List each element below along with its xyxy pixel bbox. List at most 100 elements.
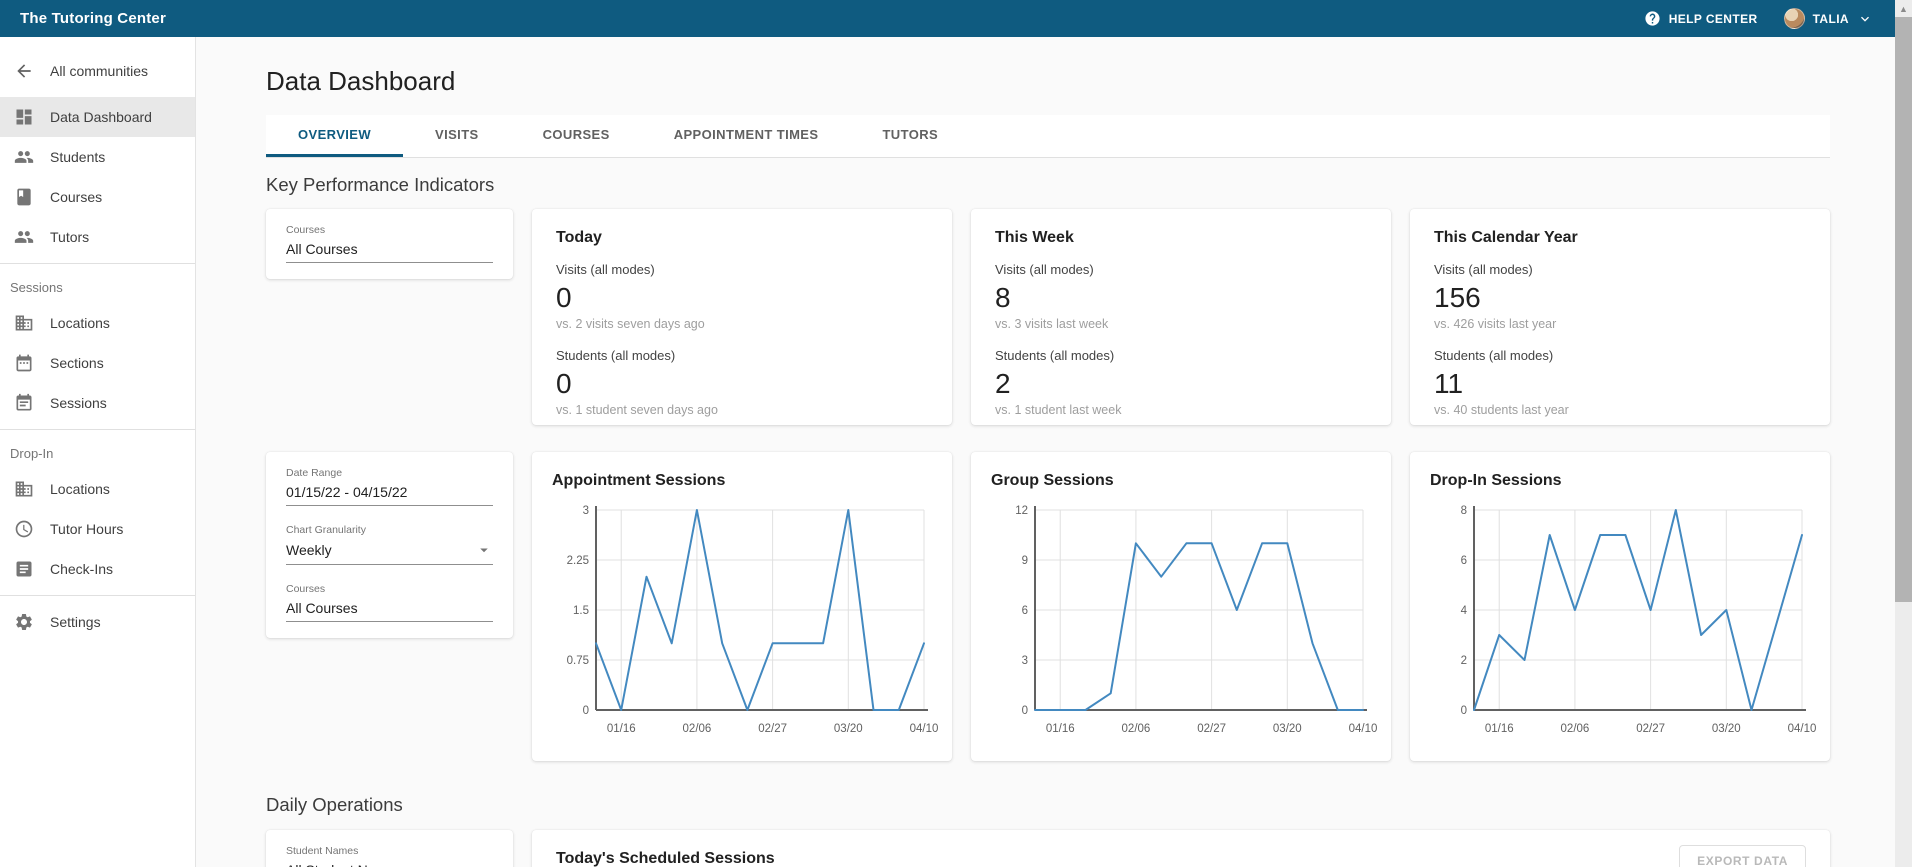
tab-overview[interactable]: OVERVIEW bbox=[266, 115, 403, 157]
daily-filter-card: Student Names All Student Names bbox=[266, 830, 513, 867]
kpi-metric: Students (all modes) 11 vs. 40 students … bbox=[1434, 348, 1806, 417]
tab-courses[interactable]: COURSES bbox=[511, 115, 642, 157]
svg-text:03/20: 03/20 bbox=[1273, 723, 1302, 735]
metric-compare: vs. 1 student last week bbox=[995, 403, 1367, 417]
dropdown-arrow-icon bbox=[475, 541, 493, 559]
scrollbar-up-arrow-icon[interactable]: ▲ bbox=[1895, 0, 1912, 17]
metric-value: 8 bbox=[995, 282, 1367, 313]
chart-title: Appointment Sessions bbox=[552, 472, 932, 490]
svg-text:4: 4 bbox=[1461, 605, 1468, 617]
sidebar-item-label: Tutor Hours bbox=[50, 521, 123, 537]
svg-text:0: 0 bbox=[1022, 705, 1028, 717]
tab-visits[interactable]: VISITS bbox=[403, 115, 511, 157]
svg-text:01/16: 01/16 bbox=[1046, 723, 1075, 735]
svg-text:0.75: 0.75 bbox=[567, 655, 589, 667]
building-icon bbox=[14, 479, 34, 499]
field-label: Date Range bbox=[286, 467, 493, 479]
vertical-scrollbar[interactable]: ▲ bbox=[1895, 0, 1912, 867]
metric-label: Students (all modes) bbox=[556, 348, 928, 363]
sidebar-item-data-dashboard[interactable]: Data Dashboard bbox=[0, 97, 195, 137]
sidebar-item-courses[interactable]: Courses bbox=[0, 177, 195, 217]
chart-granularity-select[interactable]: Chart Granularity Weekly bbox=[286, 524, 493, 565]
svg-text:3: 3 bbox=[1022, 655, 1028, 667]
sidebar-section-sessions: Sessions bbox=[0, 270, 195, 303]
user-name: TALIA bbox=[1813, 12, 1849, 26]
topbar: The Tutoring Center HELP CENTER TALIA bbox=[0, 0, 1895, 37]
arrow-back-icon bbox=[14, 61, 34, 81]
sidebar-item-label: All communities bbox=[50, 63, 148, 79]
svg-text:6: 6 bbox=[1022, 605, 1028, 617]
dashboard-icon bbox=[14, 107, 34, 127]
sidebar-back-all-communities[interactable]: All communities bbox=[0, 49, 195, 93]
field-value: All Student Names bbox=[286, 862, 402, 867]
chevron-down-icon bbox=[1857, 11, 1873, 27]
export-data-button[interactable]: EXPORT DATA bbox=[1679, 845, 1806, 867]
svg-text:04/10: 04/10 bbox=[1788, 723, 1817, 735]
drop-in-sessions-line-chart: 01/1602/0602/2703/2004/1002468 bbox=[1430, 500, 1808, 745]
svg-text:01/16: 01/16 bbox=[1485, 723, 1514, 735]
sidebar-section-drop-in: Drop-In bbox=[0, 436, 195, 469]
sidebar-item-label: Data Dashboard bbox=[50, 109, 152, 125]
sidebar-item-students[interactable]: Students bbox=[0, 137, 195, 177]
book-icon bbox=[14, 187, 34, 207]
drop-in-sessions-chart-card: Drop-In Sessions 01/1602/0602/2703/2004/… bbox=[1410, 452, 1830, 761]
main-content: Data Dashboard OVERVIEW VISITS COURSES A… bbox=[196, 37, 1895, 867]
kpi-card-title: This Calendar Year bbox=[1434, 229, 1806, 247]
kpi-card-title: Today bbox=[556, 229, 928, 247]
building-icon bbox=[14, 313, 34, 333]
help-icon bbox=[1644, 10, 1661, 27]
sidebar-item-label: Locations bbox=[50, 315, 110, 331]
metric-compare: vs. 426 visits last year bbox=[1434, 317, 1806, 331]
kpi-metric: Students (all modes) 0 vs. 1 student sev… bbox=[556, 348, 928, 417]
svg-text:03/20: 03/20 bbox=[834, 723, 863, 735]
date-range-field[interactable]: Date Range 01/15/22 - 04/15/22 bbox=[286, 467, 493, 506]
tab-bar: OVERVIEW VISITS COURSES APPOINTMENT TIME… bbox=[266, 115, 1830, 158]
kpi-card-this-week: This Week Visits (all modes) 8 vs. 3 vis… bbox=[971, 209, 1391, 425]
people-icon bbox=[14, 227, 34, 247]
metric-label: Students (all modes) bbox=[1434, 348, 1806, 363]
sidebar-item-label: Sections bbox=[50, 355, 104, 371]
scrollbar-thumb[interactable] bbox=[1895, 17, 1912, 602]
sidebar-item-sections[interactable]: Sections bbox=[0, 343, 195, 383]
sidebar-item-locations[interactable]: Locations bbox=[0, 303, 195, 343]
todays-scheduled-sessions-card: Today's Scheduled Sessions EXPORT DATA bbox=[532, 830, 1830, 867]
kpi-metric: Visits (all modes) 156 vs. 426 visits la… bbox=[1434, 262, 1806, 331]
daily-operations-heading: Daily Operations bbox=[266, 794, 1830, 816]
tab-tutors[interactable]: TUTORS bbox=[850, 115, 970, 157]
tab-appointment-times[interactable]: APPOINTMENT TIMES bbox=[642, 115, 851, 157]
help-center-button[interactable]: HELP CENTER bbox=[1644, 10, 1758, 27]
metric-value: 0 bbox=[556, 368, 928, 399]
kpi-filter-card: Courses All Courses bbox=[266, 209, 513, 279]
metric-label: Visits (all modes) bbox=[1434, 262, 1806, 277]
sidebar-item-tutors[interactable]: Tutors bbox=[0, 217, 195, 257]
svg-text:8: 8 bbox=[1461, 505, 1467, 517]
divider bbox=[0, 595, 195, 596]
metric-compare: vs. 1 student seven days ago bbox=[556, 403, 928, 417]
courses-filter-field[interactable]: Courses All Courses bbox=[286, 224, 493, 263]
sidebar-item-tutor-hours[interactable]: Tutor Hours bbox=[0, 509, 195, 549]
svg-text:02/27: 02/27 bbox=[1636, 723, 1665, 735]
sidebar-item-check-ins[interactable]: Check-Ins bbox=[0, 549, 195, 589]
sidebar-item-label: Courses bbox=[50, 189, 102, 205]
svg-text:1.5: 1.5 bbox=[573, 605, 589, 617]
sidebar-item-sessions[interactable]: Sessions bbox=[0, 383, 195, 423]
user-menu[interactable]: TALIA bbox=[1784, 8, 1873, 29]
student-names-filter-field[interactable]: Student Names All Student Names bbox=[286, 845, 493, 867]
calendar-icon bbox=[14, 353, 34, 373]
svg-text:03/20: 03/20 bbox=[1712, 723, 1741, 735]
svg-text:2: 2 bbox=[1461, 655, 1467, 667]
kpi-metric: Visits (all modes) 8 vs. 3 visits last w… bbox=[995, 262, 1367, 331]
daily-operations-row: Student Names All Student Names Today's … bbox=[266, 830, 1830, 867]
field-label: Courses bbox=[286, 583, 493, 595]
svg-text:2.25: 2.25 bbox=[567, 555, 589, 567]
svg-text:9: 9 bbox=[1022, 555, 1028, 567]
metric-label: Students (all modes) bbox=[995, 348, 1367, 363]
event-note-icon bbox=[14, 393, 34, 413]
svg-text:0: 0 bbox=[583, 705, 589, 717]
kpi-section-heading: Key Performance Indicators bbox=[266, 174, 1830, 196]
courses-filter-field[interactable]: Courses All Courses bbox=[286, 583, 493, 622]
sidebar: All communities Data Dashboard Students … bbox=[0, 37, 196, 867]
sidebar-item-settings[interactable]: Settings bbox=[0, 602, 195, 642]
sidebar-item-drop-in-locations[interactable]: Locations bbox=[0, 469, 195, 509]
field-value: 01/15/22 - 04/15/22 bbox=[286, 484, 407, 500]
